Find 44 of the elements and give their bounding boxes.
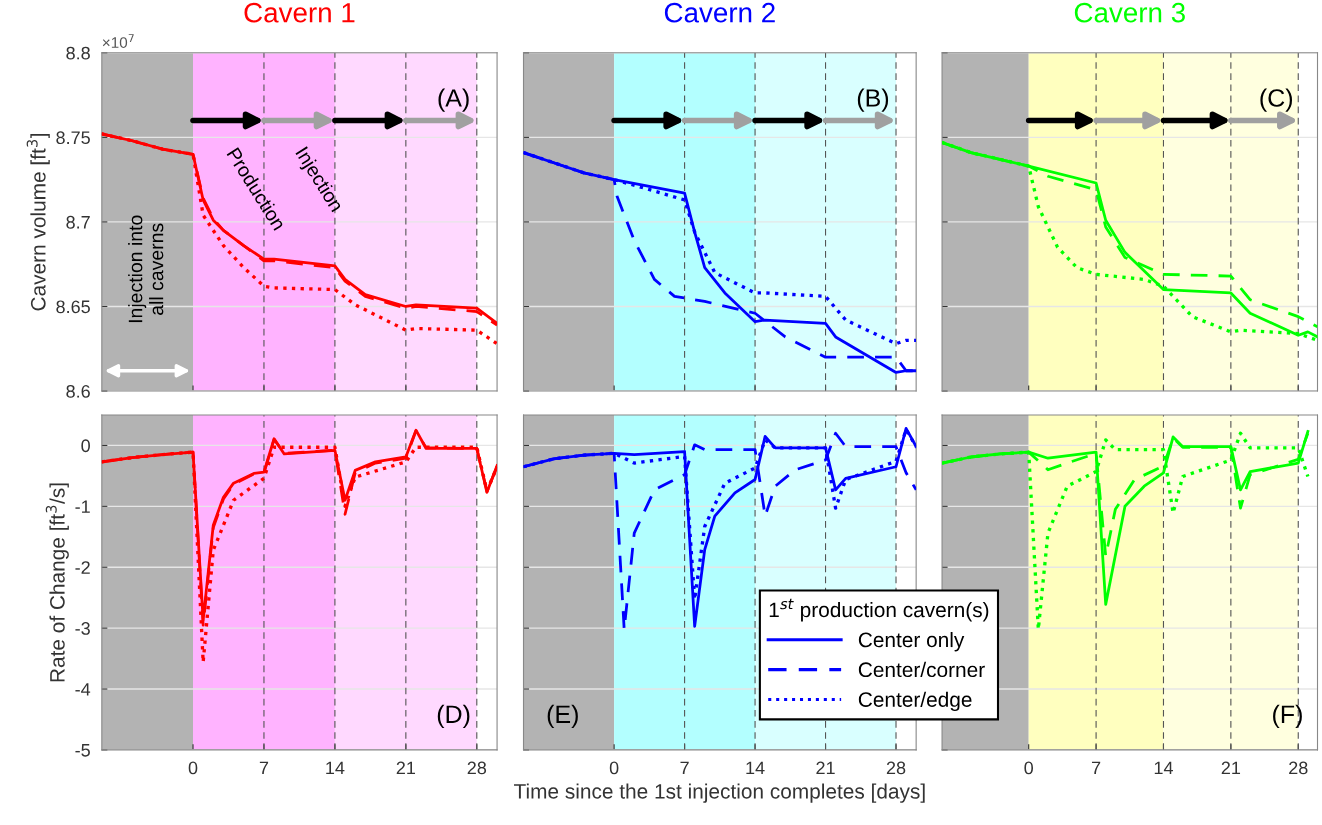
x-tick-label: 28 [1289,761,1308,775]
legend-label: Center/edge [858,691,972,712]
x-tick-label: 7 [259,761,269,775]
y-tick-label: 0 [81,439,90,453]
chart-title: Cavern 1 [244,2,355,23]
y-tick-label: 8.8 [66,46,90,60]
y-tick-label: 8.65 [56,300,90,314]
x-tick-label: 21 [1221,761,1241,775]
x-tick-label: 28 [886,761,906,775]
annotation: (E) [547,704,578,729]
text: ×10$^{7}$ [102,34,134,48]
x-tick-label: 0 [609,761,619,775]
annotation: Injection into all caverns [128,215,164,323]
y-axis-title: Rate of Change [ft$^{3}$/s] [45,483,69,682]
x-tick-label: 0 [188,761,198,775]
chart-title: Cavern 2 [664,2,775,23]
x-tick-label: 21 [816,761,835,775]
y-axis-title: Cavern volume [ft$^{3}$] [26,133,50,311]
x-tick-label: 14 [326,761,345,775]
x-tick-label: 7 [680,761,689,775]
annotation: (B) [857,88,889,112]
x-tick-label: 0 [1024,761,1034,775]
y-tick-label: 8.75 [56,131,90,145]
y-tick-label: -2 [75,561,90,574]
chart-title: Cavern 3 [1074,2,1185,23]
y-tick-label: -5 [75,744,90,757]
x-tick-label: 21 [396,761,416,775]
annotation: (D) [437,704,470,729]
x-tick-label: 7 [1091,761,1101,775]
x-tick-label: 14 [746,761,765,775]
annotation: (C) [1260,88,1293,112]
x-tick-label: 28 [467,761,487,775]
y-tick-label: -1 [75,500,90,513]
y-tick-label: -4 [75,683,91,696]
y-tick-label: -3 [75,622,90,635]
x-tick-label: 14 [1154,761,1173,775]
annotation: (F) [1273,704,1302,729]
legend-label: Center only [858,631,965,652]
x-axis-title: Time since the 1st injection completes [days] [514,783,925,803]
annotation: (A) [438,88,469,112]
y-tick-label: 8.7 [66,215,90,229]
legend-title: 1$^{st}$ production cavern(s) [769,598,989,622]
y-tick-label: 8.6 [66,384,90,398]
legend-label: Center/corner [858,661,985,678]
